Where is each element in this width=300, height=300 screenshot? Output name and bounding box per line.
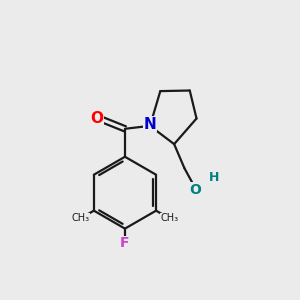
Text: F: F [120,236,130,250]
Text: N: N [144,117,157,132]
Text: H: H [209,172,220,184]
Text: CH₃: CH₃ [71,213,90,223]
Text: O: O [190,183,202,197]
Text: O: O [90,111,103,126]
Text: CH₃: CH₃ [160,213,178,223]
